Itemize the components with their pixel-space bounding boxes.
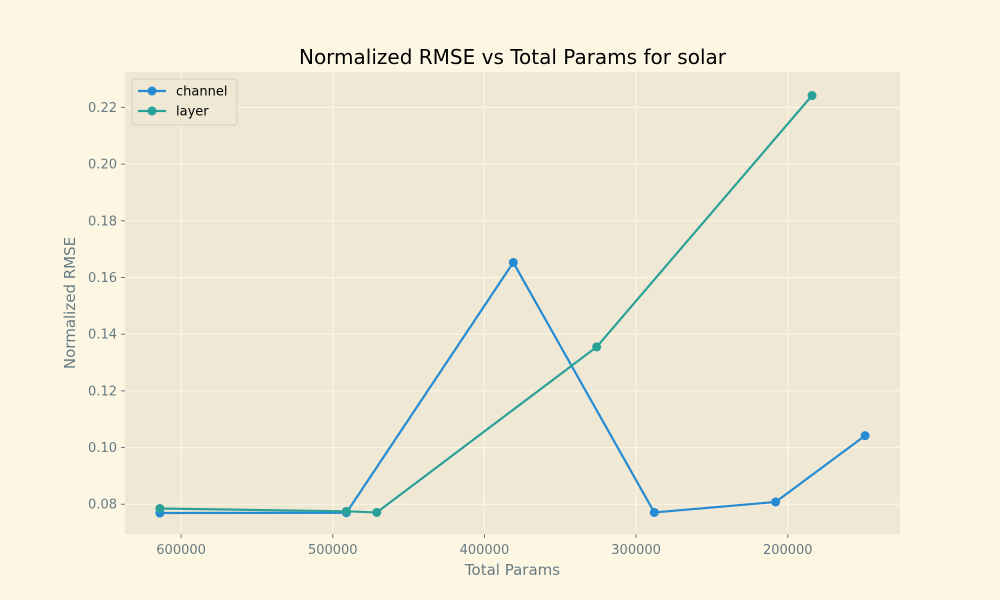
x-tick-label: 400000 (460, 543, 510, 558)
y-tick-label: 0.18 (88, 214, 117, 229)
x-tick-label: 300000 (611, 543, 661, 558)
data-point (341, 506, 351, 516)
x-axis-label: Total Params (464, 561, 560, 579)
y-tick-label: 0.20 (88, 158, 117, 173)
y-axis-label: Normalized RMSE (61, 237, 79, 369)
data-point (372, 507, 382, 517)
data-point (807, 91, 817, 101)
x-tick-label: 600000 (156, 543, 206, 558)
legend: channel layer (131, 78, 238, 126)
legend-label: channel (176, 85, 227, 100)
legend-marker (147, 86, 157, 96)
data-point (771, 497, 781, 507)
data-point (860, 431, 870, 441)
data-point (508, 257, 518, 267)
data-point (649, 507, 659, 517)
series-line-channel (159, 261, 866, 515)
y-tick-label: 0.12 (88, 384, 117, 399)
y-tick-label: 0.14 (88, 328, 117, 343)
ticks: 600000 500000 400000 300000 200000 0.08 0.10 0.… (88, 101, 813, 558)
y-tick-label: 0.10 (88, 441, 117, 456)
data-point (155, 503, 165, 513)
series-layer (155, 91, 870, 518)
y-tick-label: 0.22 (88, 101, 117, 116)
x-tick-label: 500000 (308, 543, 358, 558)
chart-title: Normalized RMSE vs Total Params for sola… (299, 45, 727, 69)
data-point (592, 342, 602, 352)
legend-marker (147, 106, 157, 116)
y-tick-label: 0.08 (88, 498, 117, 513)
legend-item-layer: layer (138, 105, 209, 120)
grid (125, 72, 900, 534)
plot-area (125, 72, 900, 534)
legend-label: layer (176, 105, 209, 120)
series-layer (155, 91, 817, 517)
x-tick-label: 200000 (763, 543, 813, 558)
legend-item-channel: channel (138, 85, 227, 100)
y-tick-label: 0.16 (88, 271, 117, 286)
